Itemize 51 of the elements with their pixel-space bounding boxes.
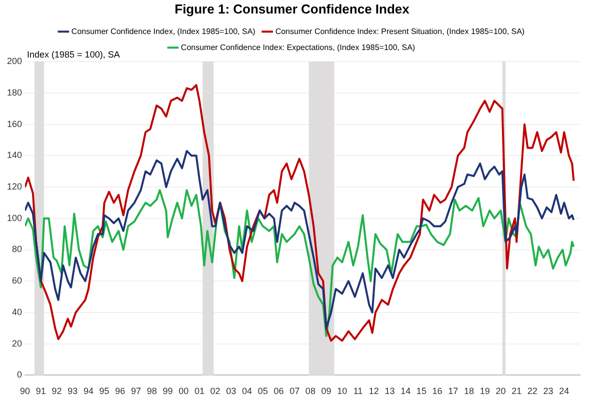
x-tick-label: 23 — [543, 386, 554, 396]
x-tick-label: 04 — [242, 386, 252, 396]
y-tick-label: 160 — [6, 118, 22, 129]
x-tick-label: 01 — [194, 386, 204, 396]
x-tick-label: 00 — [178, 386, 189, 396]
x-tick-label: 92 — [52, 386, 62, 396]
x-tick-label: 08 — [305, 386, 316, 396]
chart-title: Figure 1: Consumer Confidence Index — [174, 1, 410, 16]
legend-label: Consumer Confidence Index, (Index 1985=100, SA) — [71, 26, 256, 36]
x-tick-label: 20 — [496, 386, 506, 396]
x-tick-label: 10 — [337, 386, 348, 396]
y-tick-label: 200 — [6, 56, 22, 66]
x-tick-label: 93 — [68, 386, 78, 396]
x-tick-label: 21 — [512, 386, 522, 396]
x-tick-label: 97 — [131, 386, 142, 396]
x-tick-label: 03 — [226, 386, 236, 396]
y-tick-label: 100 — [6, 212, 22, 223]
x-tick-label: 06 — [274, 386, 284, 396]
y-tick-label: 120 — [6, 182, 22, 192]
x-tick-label: 11 — [353, 386, 363, 396]
x-tick-label: 07 — [290, 386, 300, 396]
x-tick-label: 18 — [464, 386, 474, 396]
x-tick-label: 96 — [115, 386, 126, 396]
y-tick-label: 180 — [6, 87, 22, 98]
y-tick-label: 40 — [12, 306, 22, 317]
x-tick-label: 94 — [83, 386, 94, 396]
x-tick-label: 09 — [321, 386, 332, 396]
y-tick-label: 0 — [17, 370, 22, 380]
legend-label: Consumer Confidence Index: Expectations, (Index 1985=100, SA) — [180, 42, 416, 52]
x-tick-label: 13 — [384, 386, 395, 396]
y-tick-label: 60 — [12, 276, 22, 286]
x-tick-label: 12 — [368, 386, 379, 396]
x-tick-label: 91 — [36, 386, 46, 396]
x-tick-label: 19 — [480, 386, 490, 396]
y-tick-label: 20 — [12, 338, 22, 348]
x-tick-label: 22 — [527, 386, 538, 396]
legend-label: Consumer Confidence Index: Present Situation, (Index 1985=100, SA) — [275, 26, 525, 36]
x-tick-label: 02 — [210, 386, 220, 396]
x-tick-label: 90 — [20, 386, 30, 396]
x-tick-label: 95 — [99, 386, 110, 396]
y-axis-title: Index (1985 = 100), SA — [27, 50, 120, 60]
x-tick-label: 15 — [416, 386, 426, 396]
x-tick-label: 98 — [146, 386, 157, 396]
y-tick-label: 80 — [12, 244, 22, 254]
x-tick-label: 24 — [559, 386, 570, 396]
x-tick-label: 14 — [400, 386, 411, 396]
y-tick-label: 140 — [6, 150, 22, 160]
x-tick-label: 05 — [258, 386, 268, 396]
x-tick-label: 16 — [432, 386, 442, 396]
x-tick-label: 99 — [162, 386, 173, 396]
x-tick-label: 17 — [448, 386, 458, 396]
